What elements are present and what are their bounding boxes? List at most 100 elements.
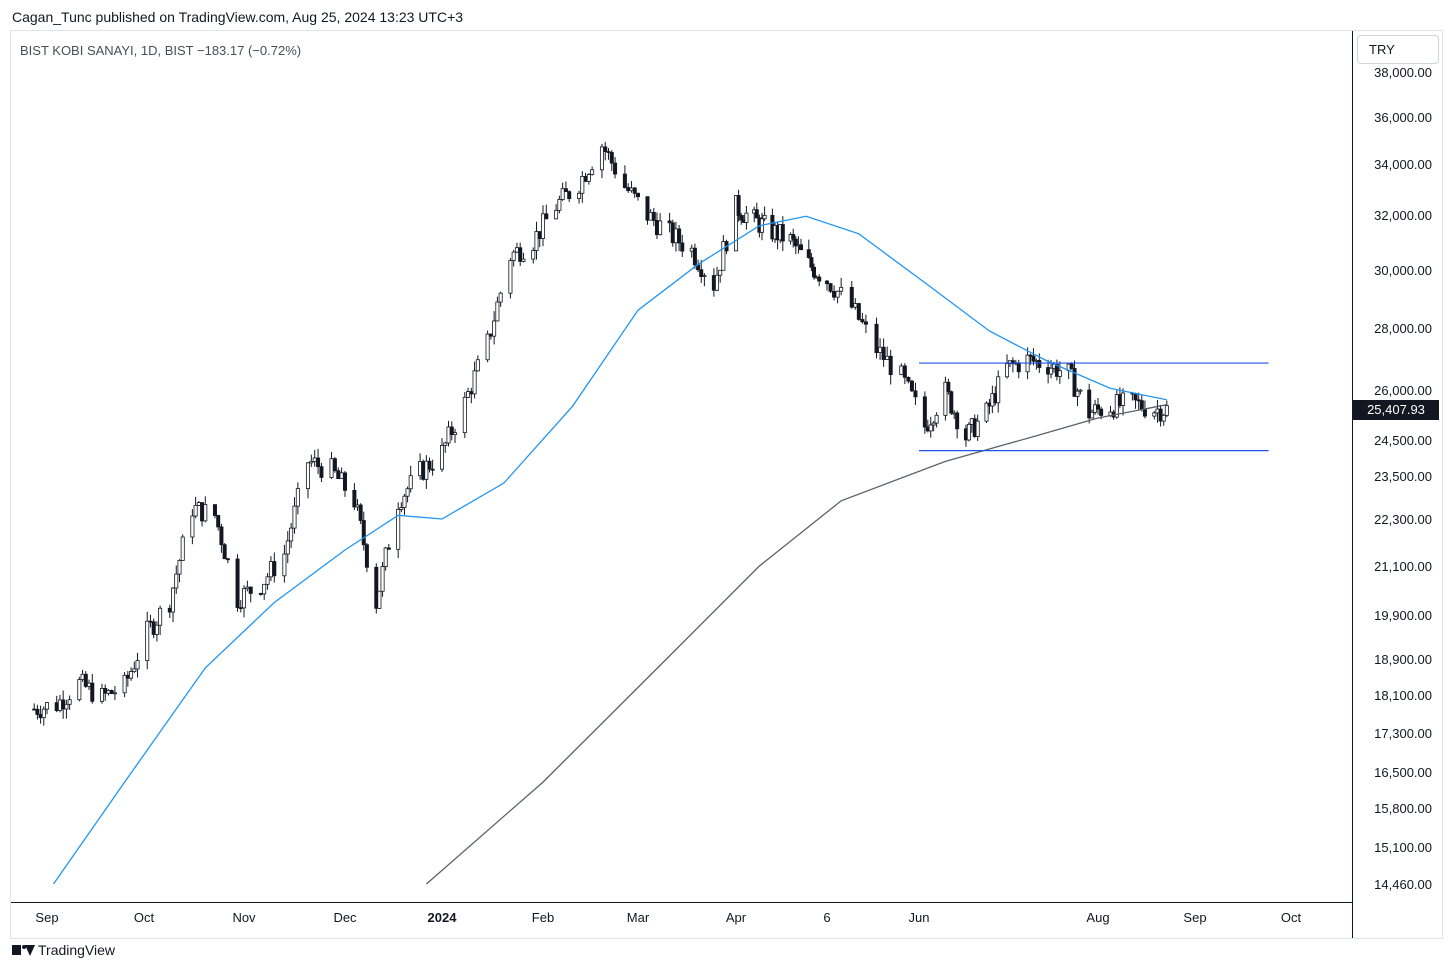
- candle: [1087, 389, 1092, 419]
- candle: [45, 702, 50, 710]
- candle: [812, 266, 817, 278]
- candle: [289, 527, 294, 542]
- candle: [899, 365, 904, 376]
- tradingview-logo-icon: [12, 943, 35, 957]
- candle: [828, 283, 833, 292]
- candle: [248, 586, 253, 594]
- price-tick-label: 15,800.00: [1374, 801, 1432, 816]
- candle: [64, 703, 69, 710]
- candle: [61, 699, 66, 710]
- time-tick-label: Apr: [726, 910, 747, 925]
- candle: [1152, 412, 1157, 417]
- candle: [885, 355, 890, 360]
- candle: [439, 445, 444, 470]
- candle: [996, 376, 1001, 404]
- candle: [721, 241, 726, 271]
- candle: [791, 234, 796, 240]
- candle: [488, 333, 493, 337]
- candle: [1037, 360, 1042, 368]
- candle: [495, 301, 500, 322]
- candle: [626, 187, 631, 192]
- candle: [577, 192, 582, 200]
- candle: [692, 247, 697, 266]
- currency-selector[interactable]: TRY: [1357, 35, 1439, 64]
- candle: [949, 391, 954, 414]
- price-axis: 38,000.00 36,000.00 34,000.00 32,000.00 30,0…: [1374, 65, 1432, 892]
- candle: [408, 475, 413, 490]
- candle: [424, 460, 429, 480]
- candle: [881, 346, 886, 360]
- candle: [511, 251, 516, 261]
- candle: [680, 242, 685, 252]
- candle: [309, 460, 314, 464]
- price-tick-label: 17,300.00: [1374, 726, 1432, 741]
- candle: [567, 191, 572, 200]
- candle: [580, 176, 585, 194]
- candle: [825, 280, 830, 285]
- candle: [754, 209, 759, 219]
- candle: [1049, 367, 1054, 375]
- time-axis: Sep Oct Nov Dec 2024 Feb Mar Apr 6 Jun Aug Sep Oct: [35, 910, 1301, 925]
- candle: [339, 472, 344, 480]
- time-tick-label: 2024: [428, 910, 458, 925]
- candle: [151, 621, 156, 635]
- footer-brand[interactable]: TradingView: [12, 942, 115, 958]
- candle: [485, 333, 490, 361]
- candle: [109, 690, 114, 694]
- candle: [799, 244, 804, 251]
- candle: [222, 544, 227, 560]
- candle: [606, 151, 611, 153]
- price-tick-label: 30,000.00: [1374, 263, 1432, 278]
- candle: [466, 391, 471, 398]
- symbol-info[interactable]: BIST KOBI SANAYI, 1D, BIST −183.17 (−0.7…: [20, 43, 302, 58]
- candle: [492, 320, 497, 337]
- price-tick-label: 23,500.00: [1374, 469, 1432, 484]
- candle: [498, 292, 503, 303]
- candle: [599, 146, 604, 171]
- candle: [1057, 370, 1062, 377]
- candle: [557, 199, 562, 211]
- candle: [1028, 354, 1033, 357]
- candle: [475, 359, 480, 372]
- candle: [1161, 414, 1166, 422]
- candle: [531, 250, 536, 260]
- price-tick-label: 18,900.00: [1374, 652, 1432, 667]
- candle: [472, 370, 477, 395]
- chart-frame: [10, 30, 1443, 939]
- candle: [374, 566, 379, 609]
- candle: [1155, 408, 1160, 414]
- candle: [80, 673, 85, 680]
- candle: [258, 593, 263, 595]
- candle: [449, 426, 454, 436]
- candle: [453, 432, 458, 436]
- candle: [77, 679, 82, 701]
- time-tick-label: Aug: [1086, 910, 1109, 925]
- candle: [849, 287, 854, 308]
- candle: [1069, 363, 1074, 369]
- last-price-tag: 25,407.93: [1353, 400, 1439, 420]
- candle: [715, 274, 720, 291]
- candle: [514, 247, 519, 253]
- price-tick-label: 26,000.00: [1374, 383, 1432, 398]
- candle: [609, 152, 614, 164]
- candle: [654, 220, 659, 236]
- time-tick-label: Sep: [35, 910, 58, 925]
- candle: [739, 215, 744, 221]
- candle: [817, 276, 822, 282]
- candle: [238, 607, 243, 609]
- candle: [54, 702, 59, 711]
- candle: [99, 687, 104, 702]
- time-axis-separator: [11, 902, 1352, 903]
- candle: [427, 460, 432, 470]
- candle: [380, 566, 385, 592]
- time-tick-label: Feb: [532, 910, 554, 925]
- candle: [421, 461, 426, 480]
- candles: [32, 141, 1169, 726]
- candle: [878, 346, 883, 353]
- candle: [946, 381, 951, 393]
- candle: [174, 573, 179, 589]
- candle: [268, 561, 273, 578]
- price-tick-label: 24,500.00: [1374, 433, 1432, 448]
- candle: [860, 319, 865, 323]
